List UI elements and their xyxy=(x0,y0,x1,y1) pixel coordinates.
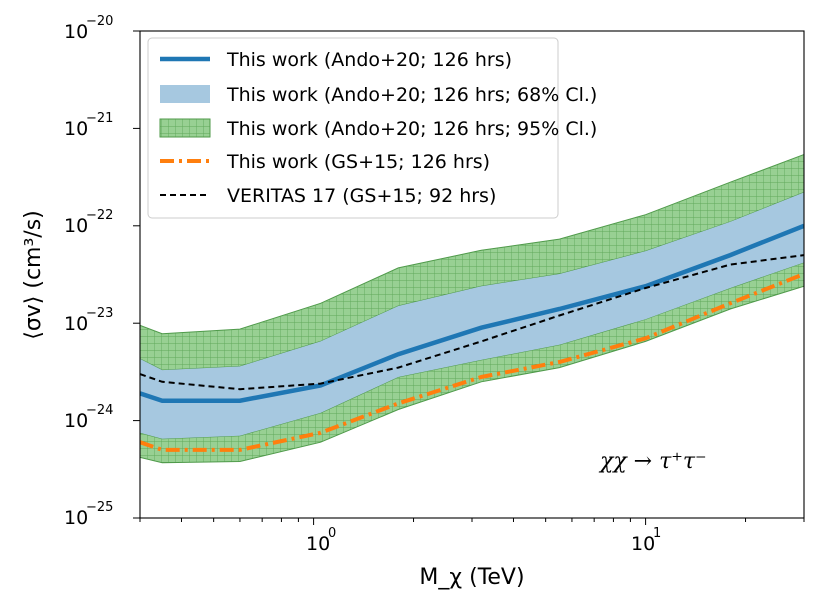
line-gs15 xyxy=(140,272,804,452)
y-tick-exp: −25 xyxy=(86,500,113,515)
axis-ticks xyxy=(133,30,805,525)
legend-swatch-68-band xyxy=(160,85,210,103)
y-tick-base: 10 xyxy=(64,118,88,140)
y-tick-exp: −24 xyxy=(86,403,113,418)
y-tick-base: 10 xyxy=(64,313,88,335)
legend-label-95ci: This work (Ando+20; 126 hrs; 95% Cl.) xyxy=(226,118,597,140)
y-tick-exp: −22 xyxy=(86,208,113,223)
y-axis-label: ⟨σv⟩ (cm³/s) xyxy=(21,210,46,340)
legend-swatch-95-band xyxy=(159,118,211,138)
y-tick-label-1e-20: 10 −20 xyxy=(64,14,113,43)
y-tick-label-1e-24: 10 −24 xyxy=(64,403,113,432)
process-annotation: χχ → τ⁺τ⁻ xyxy=(598,449,707,474)
y-tick-label-1e-23: 10 −23 xyxy=(64,306,113,335)
y-tick-base: 10 xyxy=(64,410,88,432)
y-tick-base: 10 xyxy=(64,507,88,529)
legend-label-veritas17: VERITAS 17 (GS+15; 92 hrs) xyxy=(227,185,496,207)
y-tick-exp: −21 xyxy=(86,111,113,126)
legend-label-ando20: This work (Ando+20; 126 hrs) xyxy=(226,49,512,71)
y-tick-label-1e-22: 10 −22 xyxy=(64,208,113,237)
y-tick-base: 10 xyxy=(64,215,88,237)
x-tick-base: 10 xyxy=(306,533,330,555)
line-ando20-median xyxy=(140,223,804,403)
line-veritas17 xyxy=(140,254,804,391)
y-tick-label-1e-25: 10 −25 xyxy=(64,500,113,529)
x-axis-label: M_χ (TeV) xyxy=(419,565,524,590)
y-tick-label-1e-21: 10 −21 xyxy=(64,111,113,140)
x-tick-exp: 1 xyxy=(653,526,661,541)
y-tick-exp: −20 xyxy=(86,14,113,29)
legend-label-gs15: This work (GS+15; 126 hrs) xyxy=(226,151,490,173)
x-tick-label-1: 10 0 xyxy=(306,526,336,555)
band-68-ci xyxy=(140,192,804,439)
legend-label-68ci: This work (Ando+20; 126 hrs; 68% Cl.) xyxy=(226,84,597,106)
x-tick-label-2: 10 1 xyxy=(631,526,661,555)
legend-box xyxy=(147,37,559,219)
x-tick-base: 10 xyxy=(631,533,655,555)
y-tick-exp: −23 xyxy=(86,306,113,321)
y-tick-base: 10 xyxy=(64,21,88,43)
x-tick-exp: 0 xyxy=(328,526,336,541)
legend: This work (Ando+20; 126 hrs) This work (… xyxy=(147,37,597,219)
